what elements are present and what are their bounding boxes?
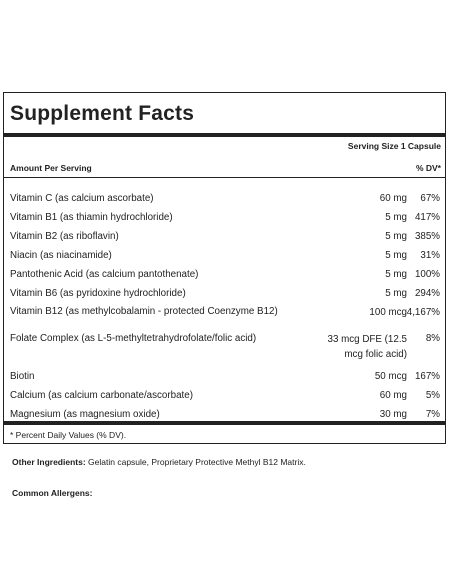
nutrient-name: Biotin: [10, 371, 35, 382]
nutrient-dv: 67%: [420, 193, 440, 204]
nutrient-amount: 50 mcg: [374, 371, 407, 382]
nutrient-dv: 7%: [425, 409, 440, 420]
nutrient-name: Folate Complex (as L-5-methyltetrahydrof…: [10, 333, 257, 344]
other-ingredients-text: Gelatin capsule, Proprietary Protective …: [85, 457, 306, 467]
nutrient-dv: 5%: [425, 390, 440, 401]
nutrient-name: Calcium (as calcium carbonate/ascorbate): [10, 390, 193, 401]
amount-per-serving-header: Amount Per Serving: [10, 163, 92, 173]
nutrient-dv: 167%: [414, 371, 440, 382]
common-allergens-label: Common Allergens:: [12, 488, 93, 498]
nutrient-amount: 5 mg: [385, 288, 407, 299]
nutrient-amount: 60 mg: [379, 193, 407, 204]
panel-title: Supplement Facts: [10, 102, 195, 125]
nutrient-name: Vitamin B12 (as methylcobalamin - protec…: [10, 306, 278, 317]
nutrient-name: Vitamin B6 (as pyridoxine hydrochloride): [10, 288, 186, 299]
thick-divider: [4, 133, 445, 137]
nutrient-amount: 5 mg: [385, 212, 407, 223]
nutrient-dv: 8%: [425, 333, 440, 344]
serving-size: Serving Size 1 Capsule: [347, 141, 441, 151]
nutrient-dv: 294%: [414, 288, 440, 299]
nutrient-dv: 100%: [414, 269, 440, 280]
nutrient-amount: 5 mg: [385, 250, 407, 261]
nutrient-name: Magnesium (as magnesium oxide): [10, 409, 160, 420]
nutrient-name: Vitamin C (as calcium ascorbate): [10, 193, 154, 204]
nutrient-name: Vitamin B1 (as thiamin hydrochloride): [10, 212, 173, 223]
dv-header: % DV*: [415, 163, 441, 173]
nutrient-name: Pantothenic Acid (as calcium pantothenat…: [10, 269, 199, 280]
other-ingredients-label: Other Ingredients:: [12, 457, 86, 467]
nutrient-dv: 417%: [414, 212, 440, 223]
nutrient-amount: 33 mcg DFE (12.5 mcg folic acid): [327, 334, 408, 360]
nutrient-amount: 30 mg: [379, 409, 407, 420]
thin-divider: [4, 177, 445, 178]
nutrient-amount: 100 mcg: [369, 307, 407, 318]
dv-footnote: * Percent Daily Values (% DV).: [10, 430, 127, 440]
nutrient-dv: 385%: [414, 231, 440, 242]
nutrient-name: Niacin (as niacinamide): [10, 250, 112, 261]
other-ingredients: Other Ingredients: Gelatin capsule, Prop…: [12, 457, 306, 467]
nutrient-amount: 5 mg: [385, 269, 407, 280]
nutrient-amount: 60 mg: [379, 390, 407, 401]
thick-divider-bottom: [4, 421, 445, 425]
nutrient-dv: 4,167%: [406, 307, 440, 318]
nutrient-dv: 31%: [420, 250, 440, 261]
supplement-facts-panel: Supplement Facts Serving Size 1 Capsule …: [3, 92, 446, 444]
nutrient-amount: 5 mg: [385, 231, 407, 242]
nutrient-name: Vitamin B2 (as riboflavin): [10, 231, 119, 242]
